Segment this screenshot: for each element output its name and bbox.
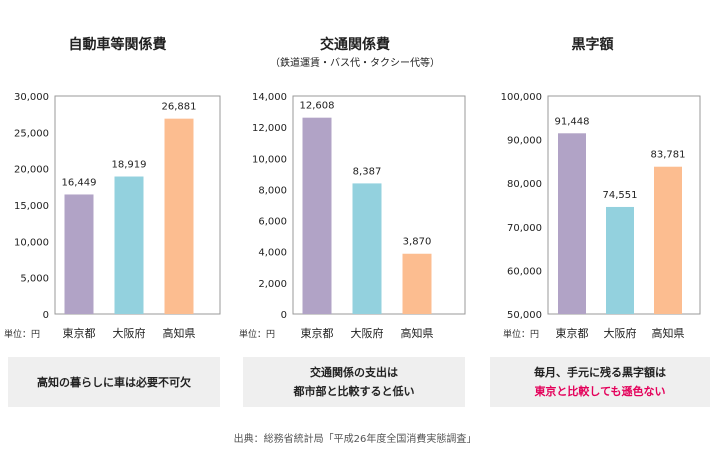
caption-box: 交通関係の支出は 都市部と比較すると低い [243, 357, 465, 407]
category-label: 東京都 [63, 326, 96, 340]
unit-label: 単位：円 [4, 328, 40, 340]
data-label: 8,387 [353, 166, 382, 177]
caption-line: 高知の暮らしに車は必要不可欠 [37, 375, 191, 389]
y-tick-label: 80,000 [507, 179, 542, 190]
data-label: 16,449 [62, 177, 97, 188]
bar [64, 194, 94, 314]
category-label: 高知県 [163, 326, 196, 340]
category-label: 大阪府 [351, 326, 384, 340]
chart-panel-transport: 交通関係費 （鉄道運賃・バス代・タクシー代等） 0 2,000 4,000 6,000… [235, 0, 475, 476]
y-tick-label: 6,000 [258, 217, 287, 228]
y-tick-label: 50,000 [507, 310, 542, 321]
chart-title: 交通関係費 [320, 37, 390, 53]
data-label: 91,448 [555, 116, 590, 127]
chart-panel-surplus: 黒字額 50,000 60,000 70,000 80,000 90,000 100,00… [475, 0, 710, 476]
bar [352, 183, 382, 314]
y-tick-label: 20,000 [14, 165, 49, 176]
y-tick-label: 10,000 [14, 237, 49, 248]
bar-chart-car: 0 5,000 10,000 15,000 20,000 25,000 30,000 16,4… [4, 92, 221, 340]
y-tick-label: 0 [281, 310, 287, 321]
category-label: 東京都 [301, 326, 334, 340]
y-tick-label: 10,000 [252, 154, 287, 165]
bar [302, 117, 332, 314]
y-tick-label: 4,000 [258, 248, 287, 259]
data-label: 74,551 [603, 190, 638, 201]
category-label: 東京都 [556, 326, 589, 340]
caption-box: 毎月、手元に残る黒字額は 東京と比較しても遜色ない [490, 357, 710, 407]
category-label: 大阪府 [604, 326, 637, 340]
bar [402, 253, 432, 314]
bar [654, 166, 682, 314]
caption-line: 交通関係の支出は [310, 366, 398, 379]
y-tick-label: 14,000 [252, 92, 287, 103]
bar [164, 118, 194, 314]
category-label: 高知県 [652, 326, 685, 340]
data-label: 12,608 [300, 101, 335, 112]
caption-box: 高知の暮らしに車は必要不可欠 [8, 357, 220, 407]
chart-title: 自動車等関係費 [68, 37, 167, 53]
data-label: 3,870 [403, 237, 432, 248]
y-tick-label: 30,000 [14, 92, 49, 103]
bar-chart-surplus: 50,000 60,000 70,000 80,000 90,000 100,000 91,… [501, 92, 701, 340]
y-tick-label: 5,000 [20, 274, 49, 285]
y-tick-label: 2,000 [258, 279, 287, 290]
bar [114, 176, 144, 314]
y-tick-label: 8,000 [258, 185, 287, 196]
y-tick-label: 60,000 [507, 266, 542, 277]
bar [558, 133, 586, 314]
category-label: 高知県 [401, 326, 434, 340]
bar [606, 206, 634, 314]
y-tick-label: 25,000 [14, 128, 49, 139]
caption-line: 都市部と比較すると低い [293, 385, 415, 398]
y-tick-label: 15,000 [14, 201, 49, 212]
caption-line: 毎月、手元に残る黒字額は [534, 366, 666, 379]
data-label: 83,781 [651, 150, 686, 161]
y-tick-label: 90,000 [507, 136, 542, 147]
y-tick-label: 100,000 [501, 92, 542, 103]
bar-chart-transport: 0 2,000 4,000 6,000 8,000 10,000 12,000 14,000 1… [239, 92, 466, 340]
chart-title: 黒字額 [571, 37, 614, 53]
data-label: 18,919 [112, 160, 147, 171]
source-note: 出典：総務省統計局「平成26年度全国消費実態調査」 [233, 434, 477, 445]
category-label: 大阪府 [113, 326, 146, 340]
y-tick-label: 12,000 [252, 123, 287, 134]
chart-panel-car: 自動車等関係費 0 5,000 10,000 15,000 20,000 25,000 30… [0, 0, 235, 476]
y-tick-label: 70,000 [507, 223, 542, 234]
caption-line-accent: 東京と比較しても遜色ない [534, 385, 666, 398]
unit-label: 単位：円 [239, 328, 275, 340]
chart-subtitle: （鉄道運賃・バス代・タクシー代等） [270, 58, 440, 69]
y-tick-label: 0 [43, 310, 49, 321]
data-label: 26,881 [162, 102, 197, 113]
unit-label: 単位：円 [503, 328, 539, 340]
